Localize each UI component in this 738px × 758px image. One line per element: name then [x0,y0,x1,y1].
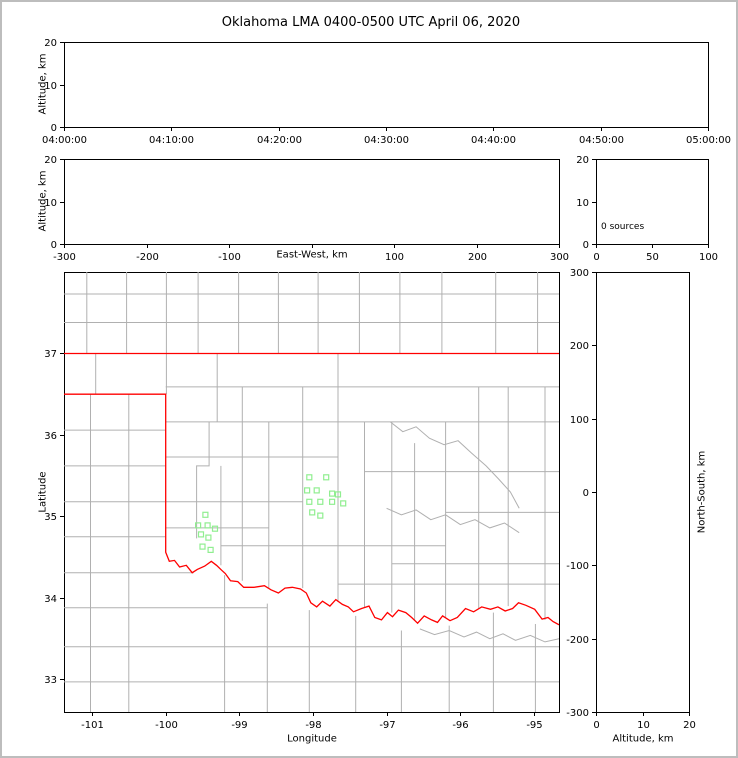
x-tick-label: -96 [452,720,468,731]
y-tick-label: -300 [566,708,589,719]
station-marker [306,498,313,505]
ew-panel-ylabel: Altitude, km [37,170,49,232]
y-tick-label: 0 [583,240,589,251]
station-marker [323,474,330,481]
y-tick-label: -100 [566,561,589,572]
map-ylabel: Latitude [37,471,49,513]
x-tick-label: 04:10:00 [149,135,194,146]
panel-sources_histogram: 0 10 20 0 50 100 [576,155,718,263]
station-marker [195,522,202,529]
y-tick-label: 0 [583,488,589,499]
x-tick-label: -97 [379,720,395,731]
y-tick-label: -200 [566,635,589,646]
station-marker [340,500,347,507]
station-marker [202,511,209,518]
x-tick-label: 05:00:00 [686,135,731,146]
county-line [389,421,520,509]
x-tick-label: -100 [218,252,241,263]
x-tick-label: 300 [550,252,569,263]
x-tick-label: 04:40:00 [471,135,516,146]
ew-panel-xlabel: East-West, km [276,249,348,261]
station-marker [204,522,211,529]
station-marker [309,509,316,516]
station-marker [317,512,324,519]
map-layers [64,272,559,712]
x-tick-label: 100 [385,252,404,263]
y-tick-label: 100 [570,415,589,426]
station-marker [207,546,214,554]
county-line [386,507,520,534]
station-marker [329,490,336,497]
panel-frame [64,159,560,245]
station-marker [304,487,311,494]
x-tick-label: 04:50:00 [579,135,624,146]
x-tick-label: 04:30:00 [364,135,409,146]
figure-title: Oklahoma LMA 0400-0500 UTC April 06, 202… [221,15,521,30]
ns-panel-ylabel: North-South, km [696,450,708,534]
y-tick-label: 20 [576,155,589,166]
x-tick-label: -300 [53,252,76,263]
y-tick-label: 20 [44,155,57,166]
station-marker [205,534,212,541]
x-tick-label: 200 [468,252,487,263]
x-tick-label: 10 [637,720,650,731]
y-tick-label: 34 [44,594,57,605]
panel-frame [596,272,690,713]
y-tick-label: 0 [51,240,57,251]
y-tick-label: 37 [44,349,57,360]
x-tick-label: 04:00:00 [42,135,87,146]
station-marker [306,474,313,481]
station-marker [329,498,336,505]
x-tick-label: -98 [305,720,321,731]
y-tick-label: 36 [44,431,57,442]
station-marker [197,531,205,538]
y-tick-label: 20 [44,38,57,49]
x-tick-label: -200 [136,252,159,263]
county-line [419,628,559,643]
panel-east_west_altitude: 0 10 20 -300 -200 -100 100 200 300 [44,155,569,263]
y-tick-label: 33 [44,675,57,686]
panel-plan_view: 33 34 35 36 37 -101 -100 -99 -98 -97 -96 -95 [44,272,560,731]
county-line [196,421,210,539]
station-marker [211,525,219,532]
x-tick-label: 04:20:00 [257,135,302,146]
y-tick-label: 35 [44,512,57,523]
y-tick-label: 200 [570,341,589,352]
x-tick-label: 50 [646,252,659,263]
panel-north_south_altitude: -300 -200 -100 0 100 200 300 0 10 20 [566,268,696,731]
ns-panel-xlabel: Altitude, km [612,733,674,745]
station-marker [317,498,324,505]
time-panel-ylabel: Altitude, km [37,53,49,115]
station-marker [313,487,320,494]
x-tick-label: -95 [526,720,542,731]
y-tick-label: 10 [44,198,57,209]
station-marker [199,543,206,550]
x-tick-label: 100 [699,252,718,263]
station-marker [334,491,342,498]
x-tick-label: -99 [231,720,247,731]
x-tick-label: -100 [155,720,178,731]
y-tick-label: 300 [570,268,589,279]
x-tick-label: 0 [593,720,599,731]
y-tick-label: 10 [576,198,589,209]
state-border-line [64,393,559,626]
x-tick-label: -101 [81,720,104,731]
x-tick-label: 0 [593,252,599,263]
panel-frame [64,272,560,713]
panel-time_altitude: 0 10 20 04:00:00 04:10:00 04:20:00 04:30:00 04:… [42,38,731,146]
panel-frame [64,42,709,128]
sources-count-annotation: 0 sources [601,222,645,232]
x-tick-label: 20 [683,720,696,731]
y-tick-label: 10 [44,81,57,92]
y-tick-label: 0 [51,123,57,134]
map-xlabel: Longitude [287,733,337,745]
